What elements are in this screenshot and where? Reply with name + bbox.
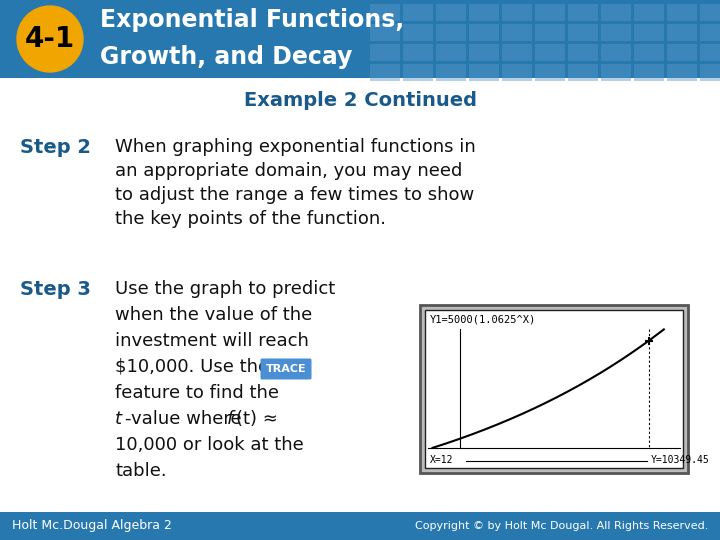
Bar xyxy=(667,4,697,21)
Bar xyxy=(568,64,598,81)
Bar xyxy=(370,24,400,41)
Bar xyxy=(601,44,631,61)
Bar xyxy=(420,305,688,473)
Bar xyxy=(535,4,565,21)
Bar xyxy=(634,44,664,61)
Text: Step 3: Step 3 xyxy=(20,280,91,299)
Text: Use the graph to predict: Use the graph to predict xyxy=(115,280,336,298)
FancyBboxPatch shape xyxy=(261,359,312,380)
Text: When graphing exponential functions in: When graphing exponential functions in xyxy=(115,138,476,156)
Bar xyxy=(0,512,720,540)
Bar xyxy=(436,44,466,61)
Bar xyxy=(667,64,697,81)
Bar xyxy=(601,24,631,41)
Text: Y1=5000(1.0625^X): Y1=5000(1.0625^X) xyxy=(430,315,536,325)
Text: t: t xyxy=(115,410,122,428)
Bar xyxy=(700,44,720,61)
Text: Y=10349.45: Y=10349.45 xyxy=(650,455,709,465)
Text: table.: table. xyxy=(115,462,166,480)
Bar xyxy=(700,4,720,21)
Bar xyxy=(469,44,499,61)
Bar xyxy=(469,64,499,81)
Text: f: f xyxy=(227,410,233,428)
Text: Step 2: Step 2 xyxy=(20,138,91,157)
Bar xyxy=(403,64,433,81)
Bar xyxy=(370,44,400,61)
Bar xyxy=(667,24,697,41)
Bar xyxy=(403,24,433,41)
Text: investment will reach: investment will reach xyxy=(115,332,309,350)
Bar xyxy=(568,44,598,61)
Bar xyxy=(469,4,499,21)
Bar xyxy=(469,24,499,41)
Text: Exponential Functions,: Exponential Functions, xyxy=(100,8,404,32)
Text: Holt Mc.Dougal Algebra 2: Holt Mc.Dougal Algebra 2 xyxy=(12,519,172,532)
Bar xyxy=(568,4,598,21)
Bar xyxy=(700,64,720,81)
Text: feature to find the: feature to find the xyxy=(115,384,279,402)
Bar xyxy=(370,4,400,21)
Bar xyxy=(634,24,664,41)
Text: the key points of the function.: the key points of the function. xyxy=(115,210,386,228)
Bar xyxy=(502,24,532,41)
Text: 10,000 or look at the: 10,000 or look at the xyxy=(115,436,304,454)
Bar xyxy=(535,44,565,61)
Bar xyxy=(568,24,598,41)
Text: Copyright © by Holt Mc Dougal. All Rights Reserved.: Copyright © by Holt Mc Dougal. All Right… xyxy=(415,521,708,531)
Bar xyxy=(700,24,720,41)
Bar xyxy=(436,24,466,41)
Bar xyxy=(535,64,565,81)
Bar xyxy=(601,64,631,81)
Text: $10,000. Use the: $10,000. Use the xyxy=(115,358,269,376)
Text: an appropriate domain, you may need: an appropriate domain, you may need xyxy=(115,162,462,180)
Bar xyxy=(403,44,433,61)
Bar xyxy=(601,4,631,21)
Bar xyxy=(502,44,532,61)
Bar xyxy=(425,310,683,468)
Bar xyxy=(502,4,532,21)
Text: to adjust the range a few times to show: to adjust the range a few times to show xyxy=(115,186,474,204)
Text: -value where: -value where xyxy=(125,410,248,428)
Bar xyxy=(436,4,466,21)
Bar xyxy=(634,64,664,81)
Text: 4-1: 4-1 xyxy=(25,25,75,53)
Bar xyxy=(403,4,433,21)
Text: TRACE: TRACE xyxy=(266,364,306,374)
Text: (t) ≈: (t) ≈ xyxy=(236,410,278,428)
Bar xyxy=(436,64,466,81)
Text: X=12: X=12 xyxy=(430,455,454,465)
Bar xyxy=(0,0,720,78)
Bar xyxy=(667,44,697,61)
Bar xyxy=(502,64,532,81)
Text: Example 2 Continued: Example 2 Continued xyxy=(243,91,477,110)
Bar xyxy=(535,24,565,41)
Text: when the value of the: when the value of the xyxy=(115,306,312,324)
Bar xyxy=(634,4,664,21)
Bar xyxy=(370,64,400,81)
Text: Growth, and Decay: Growth, and Decay xyxy=(100,45,352,69)
Circle shape xyxy=(17,6,83,72)
